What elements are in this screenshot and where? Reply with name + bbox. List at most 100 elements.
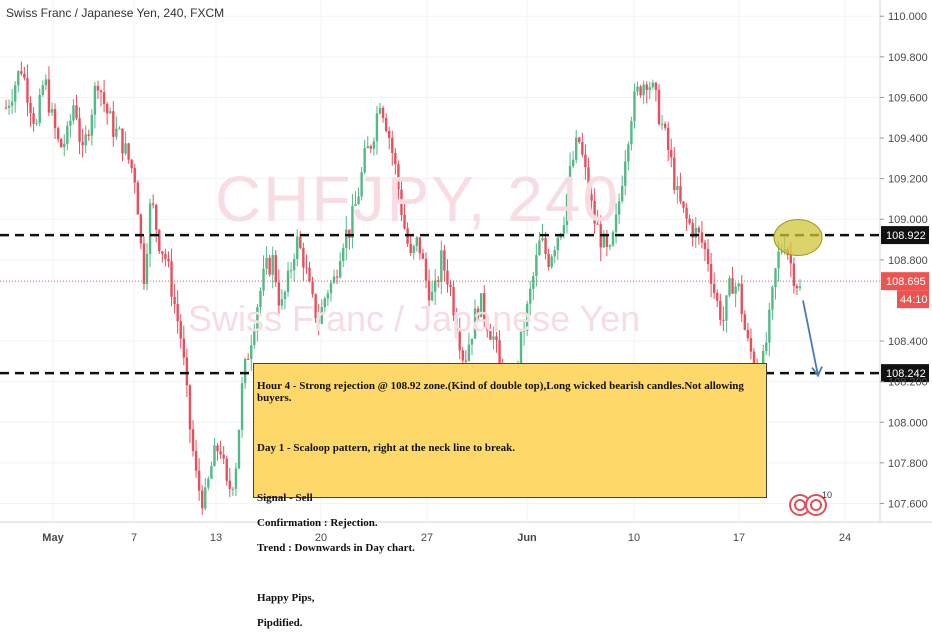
candle-body <box>47 79 51 113</box>
watermark-symbol: CHFJPY, 240 <box>215 163 620 235</box>
candle-body <box>253 331 256 346</box>
candle-body <box>222 454 225 459</box>
candle-body <box>663 123 667 128</box>
candle-body <box>697 227 701 233</box>
candle-body <box>519 331 523 366</box>
candle-body <box>274 255 277 283</box>
candle-body <box>118 128 121 130</box>
candle-body <box>292 259 296 271</box>
double-top-highlight <box>773 219 823 257</box>
candle-body <box>311 281 314 295</box>
candle-body <box>388 130 391 138</box>
candle-body <box>81 141 84 146</box>
candle-body <box>412 246 415 253</box>
candle-body <box>256 307 259 332</box>
candle-body <box>440 250 443 282</box>
candle-body <box>17 71 20 86</box>
candle-body <box>403 215 406 229</box>
candle-body <box>492 336 495 340</box>
candle-body <box>639 86 642 96</box>
candle-body <box>207 478 210 488</box>
current-price-tag <box>881 272 929 291</box>
candle-body <box>23 73 26 78</box>
candle-body <box>578 137 581 143</box>
down-arrow-head-icon <box>811 366 823 378</box>
candle-body <box>746 329 750 339</box>
candle-body <box>483 293 486 321</box>
candle-body <box>553 250 556 257</box>
candle-body <box>479 293 483 318</box>
candle-body <box>384 117 388 131</box>
candle-body <box>317 317 320 324</box>
candle-body <box>565 194 569 226</box>
candle-body <box>112 111 115 137</box>
price-level-tag <box>881 226 929 245</box>
candle-body <box>26 77 29 103</box>
candle-body <box>780 251 783 253</box>
candle-body <box>121 128 124 154</box>
candle-body <box>443 250 446 271</box>
candle-body <box>136 182 140 215</box>
watermark-name: Swiss Franc / Japanese Yen <box>188 298 641 339</box>
candle-body <box>795 285 799 289</box>
candle-body <box>575 137 578 160</box>
candle-body <box>369 146 373 149</box>
candle-body <box>234 468 238 489</box>
note-line <box>257 467 763 480</box>
candle-body <box>676 185 679 190</box>
y-tick-label: 110.000 <box>888 11 927 23</box>
candle-body <box>391 137 394 154</box>
brand-badge-number: 10 <box>822 490 832 500</box>
candle-body <box>268 257 271 275</box>
candle-body <box>363 148 366 173</box>
candle-body <box>467 344 471 361</box>
candle-body <box>360 172 363 197</box>
candle-body <box>584 154 587 168</box>
candle-body <box>216 445 219 452</box>
candle-body <box>219 451 222 455</box>
candle-body <box>562 225 566 234</box>
candle-body <box>66 125 69 144</box>
symbol-title[interactable]: Swiss Franc / Japanese Yen, 240, FXCM <box>6 6 225 20</box>
y-axis: 110.000 109.800 109.600 109.400 109.200 109.0… <box>879 0 928 522</box>
candle-body <box>703 242 707 250</box>
candle-body <box>433 280 437 292</box>
candle-body <box>197 470 201 491</box>
candle-body <box>50 109 54 113</box>
candle-body <box>452 287 455 316</box>
candle-body <box>535 255 538 276</box>
candle-body <box>194 451 198 471</box>
candle-body <box>771 287 774 310</box>
y-tick-label: 109.600 <box>888 92 928 104</box>
candle-body <box>617 201 621 215</box>
candle-body <box>648 87 651 91</box>
candle-body <box>712 284 716 293</box>
candle-body <box>164 254 167 259</box>
candle-body <box>308 267 311 282</box>
candle-body <box>213 445 216 467</box>
candle-body <box>679 185 682 202</box>
candle-body <box>29 102 32 114</box>
candle-body <box>69 120 72 126</box>
candle-body <box>102 92 106 105</box>
brand-logo-icon: 10 <box>789 490 832 516</box>
candle-body <box>541 238 544 241</box>
candle-body <box>636 86 639 92</box>
candle-body <box>35 122 38 124</box>
candle-body <box>53 109 57 129</box>
candle-body <box>620 185 624 202</box>
candle-body <box>642 84 645 96</box>
candle-body <box>133 168 136 183</box>
candle-body <box>593 200 596 224</box>
candle-body <box>752 351 756 368</box>
candle-body <box>7 105 11 108</box>
candle-body <box>719 300 722 320</box>
candle-body <box>731 278 734 294</box>
y-tick-label: 108.200 <box>888 377 928 389</box>
candle-body <box>525 303 529 331</box>
note-line <box>257 417 763 430</box>
candle-body <box>44 79 48 86</box>
candle-body <box>473 308 477 339</box>
candle-body <box>357 196 360 205</box>
candle-body <box>670 149 673 158</box>
